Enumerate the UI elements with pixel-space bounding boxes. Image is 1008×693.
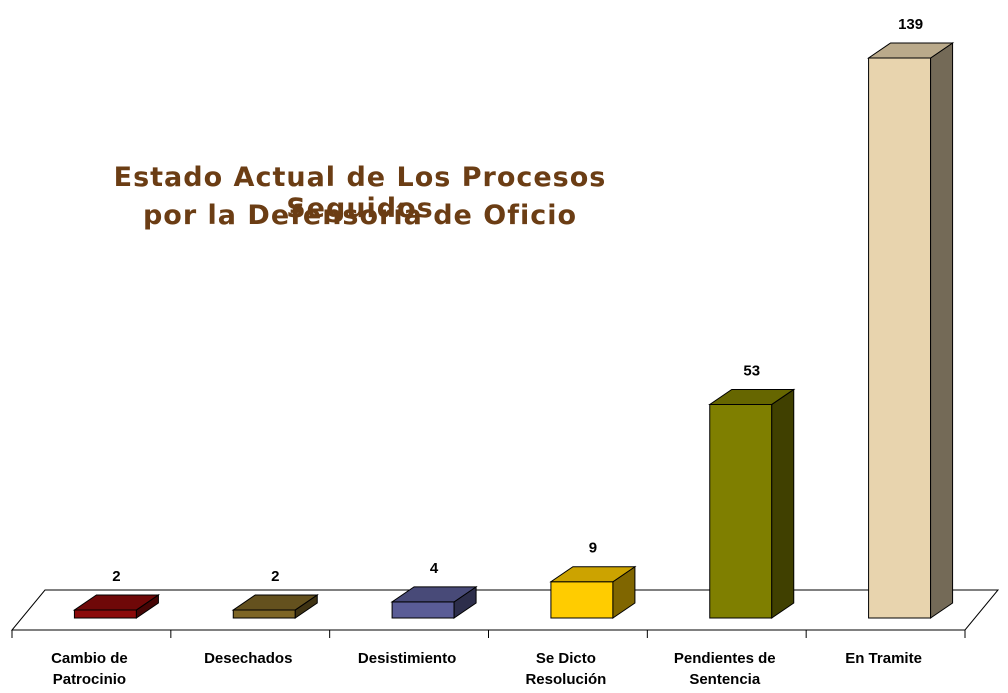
bar [231, 593, 319, 619]
bar-top [549, 566, 637, 583]
x-tick-label: Desistimiento [357, 650, 457, 667]
bar-top [390, 586, 478, 603]
bar-side [771, 388, 795, 619]
data-label: 2 [112, 568, 120, 585]
chart-title: Estado Actual de Los Procesos Seguidos [113, 162, 607, 224]
data-label: 139 [898, 16, 923, 33]
floor [10, 589, 1000, 631]
bar-top [72, 594, 161, 611]
bar-side [930, 42, 954, 619]
data-label: 2 [271, 568, 279, 585]
bar-top [866, 42, 955, 59]
bar-top [231, 594, 319, 611]
bar-front [391, 601, 455, 619]
chart-title: por la Defensoría de Oficio [142, 200, 578, 231]
bar-front [868, 57, 932, 619]
x-tick-label: Cambio de Patrocinio [51, 650, 128, 688]
bar [866, 42, 955, 619]
x-tick-label: En Tramite [845, 650, 922, 667]
x-tick-label: Pendientes de Sentencia [673, 650, 776, 688]
bar-top [708, 388, 796, 405]
data-label: 4 [430, 560, 439, 577]
bar [390, 585, 478, 619]
bar-front [73, 609, 137, 619]
x-tick-label: Desechados [204, 650, 293, 667]
bar [708, 388, 796, 619]
bar-front [232, 609, 296, 619]
bar-front [550, 581, 614, 619]
bar [72, 593, 161, 619]
bar-front [709, 403, 773, 619]
bar [549, 565, 637, 619]
data-label: 9 [589, 540, 597, 557]
x-tick-label: Se Dicto Resolución [525, 650, 607, 688]
data-label: 53 [743, 362, 760, 379]
